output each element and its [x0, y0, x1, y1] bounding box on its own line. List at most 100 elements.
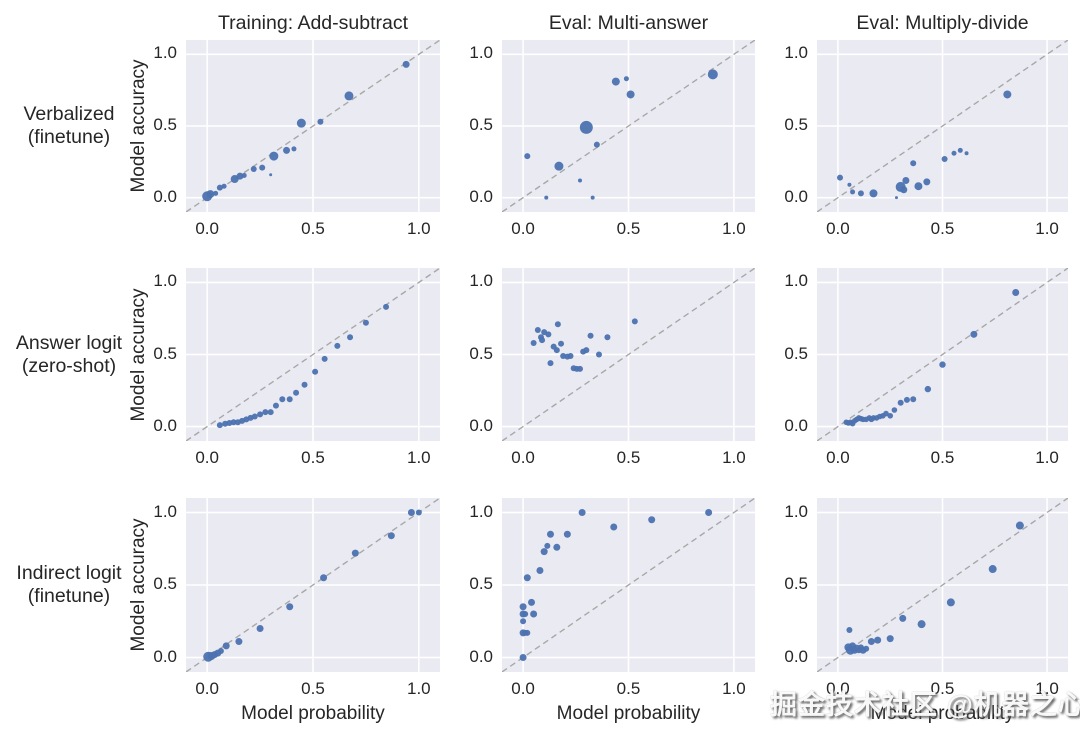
- data-point: [317, 118, 324, 125]
- data-point: [867, 638, 875, 646]
- y-tick-label: 0.0: [784, 186, 808, 206]
- data-point: [545, 331, 552, 338]
- data-point: [610, 523, 618, 531]
- data-point: [567, 352, 574, 359]
- data-point: [590, 195, 595, 200]
- data-point: [899, 614, 907, 622]
- y-tick-label: 0.5: [469, 115, 493, 134]
- data-point: [837, 174, 844, 181]
- col-title-eval-multiply-divide: Eval: Multiply-divide: [856, 12, 1029, 34]
- data-point: [593, 141, 600, 148]
- x-tick-label: 0.0: [511, 448, 535, 467]
- data-point: [924, 385, 932, 393]
- data-point: [269, 173, 273, 177]
- identity-line: [817, 40, 1068, 212]
- data-point: [546, 530, 554, 538]
- x-tick-label: 1.0: [722, 448, 746, 467]
- y-tick-label: 0.0: [784, 415, 808, 435]
- x-tick-label: 1.0: [407, 219, 431, 238]
- data-point: [530, 610, 538, 618]
- identity-line: [502, 40, 755, 212]
- x-tick-label: 0.5: [301, 219, 325, 238]
- data-point: [540, 548, 548, 556]
- x-tick-label: 0.0: [195, 448, 219, 467]
- subplot-verbalized-multi-answer: 0.0 0.0 0.5 0.5 1.0 1.0: [469, 40, 755, 238]
- data-point: [312, 368, 319, 375]
- x-tick-label: 0.0: [826, 448, 850, 467]
- data-point: [291, 146, 297, 152]
- x-tick-label: 0.5: [930, 219, 955, 238]
- row-label-line1: Indirect logit: [16, 562, 122, 584]
- subplot-indirect-logit-multi-answer: 0.0 0.0 0.5 0.5 1.0 1.0: [469, 498, 755, 698]
- data-point: [941, 155, 948, 162]
- data-point: [957, 147, 963, 153]
- row-label-indirect-logit: Indirect logit (finetune): [0, 562, 138, 608]
- row-label-line2: (finetune): [27, 126, 111, 148]
- data-point: [272, 402, 279, 409]
- data-point: [250, 166, 257, 172]
- data-point: [217, 647, 224, 654]
- data-point: [279, 396, 286, 403]
- data-point: [874, 636, 882, 644]
- x-axis-label: Model probability: [870, 703, 1015, 724]
- data-point: [631, 318, 638, 325]
- data-point: [528, 598, 536, 606]
- data-point: [988, 565, 997, 574]
- x-tick-label: 0.5: [301, 448, 325, 467]
- y-axis-label: Model accuracy: [128, 59, 149, 193]
- row-label-answer-logit: Answer logit (zero-shot): [0, 332, 138, 378]
- data-point: [347, 334, 354, 341]
- data-point: [544, 195, 549, 200]
- data-point: [623, 76, 629, 82]
- row-label-line2: (finetune): [27, 585, 111, 607]
- data-point: [362, 319, 369, 326]
- col-title-training-add-subtract: Training: Add-subtract: [217, 12, 409, 34]
- x-tick-label: 1.0: [407, 448, 431, 467]
- x-tick-label: 1.0: [722, 219, 746, 238]
- data-point: [847, 182, 852, 187]
- data-point: [554, 321, 561, 328]
- data-point: [387, 532, 395, 540]
- subplot-indirect-logit-add-subtract: 0.0 0.0 0.5 0.5 1.0 1.0: [153, 498, 440, 698]
- data-point: [707, 69, 718, 80]
- x-tick-label: 0.5: [616, 219, 641, 238]
- data-point: [236, 172, 244, 180]
- y-tick-label: 0.5: [784, 115, 808, 134]
- data-point: [213, 190, 219, 196]
- data-point: [891, 407, 898, 413]
- scatter-plot-canvas: [502, 268, 755, 441]
- scatter-plot-canvas: [502, 498, 755, 672]
- x-tick-label: 0.0: [826, 219, 850, 238]
- x-tick-label: 0.5: [616, 679, 641, 698]
- row-label-line1: Answer logit: [15, 332, 123, 354]
- identity-line: [502, 268, 755, 441]
- data-point: [402, 60, 410, 68]
- data-point: [269, 151, 279, 161]
- row-label-verbalized: Verbalized (finetune): [0, 103, 138, 149]
- identity-line: [186, 268, 440, 441]
- y-tick-label: 1.0: [469, 43, 493, 63]
- data-point: [539, 337, 546, 344]
- data-point: [553, 347, 560, 354]
- data-point: [558, 340, 565, 347]
- y-tick-label: 0.5: [469, 574, 493, 593]
- data-point: [970, 330, 978, 338]
- data-point: [523, 574, 531, 582]
- data-point: [1003, 90, 1012, 99]
- x-tick-label: 0.0: [511, 679, 535, 698]
- x-axis-label: Model probability: [556, 703, 701, 724]
- identity-line: [186, 498, 440, 672]
- data-point: [910, 160, 917, 167]
- y-tick-label: 1.0: [469, 271, 493, 291]
- y-tick-label: 0.0: [469, 186, 493, 206]
- data-point: [914, 182, 923, 191]
- identity-line: [186, 40, 440, 212]
- data-point: [863, 645, 870, 652]
- scatter-plot-canvas: [817, 498, 1068, 672]
- data-point: [910, 396, 917, 403]
- data-point: [262, 409, 269, 416]
- data-point: [320, 574, 328, 582]
- scatter-plot-canvas: [817, 268, 1068, 441]
- scatter-plot-canvas: [186, 40, 440, 212]
- x-tick-label: 0.0: [195, 679, 219, 698]
